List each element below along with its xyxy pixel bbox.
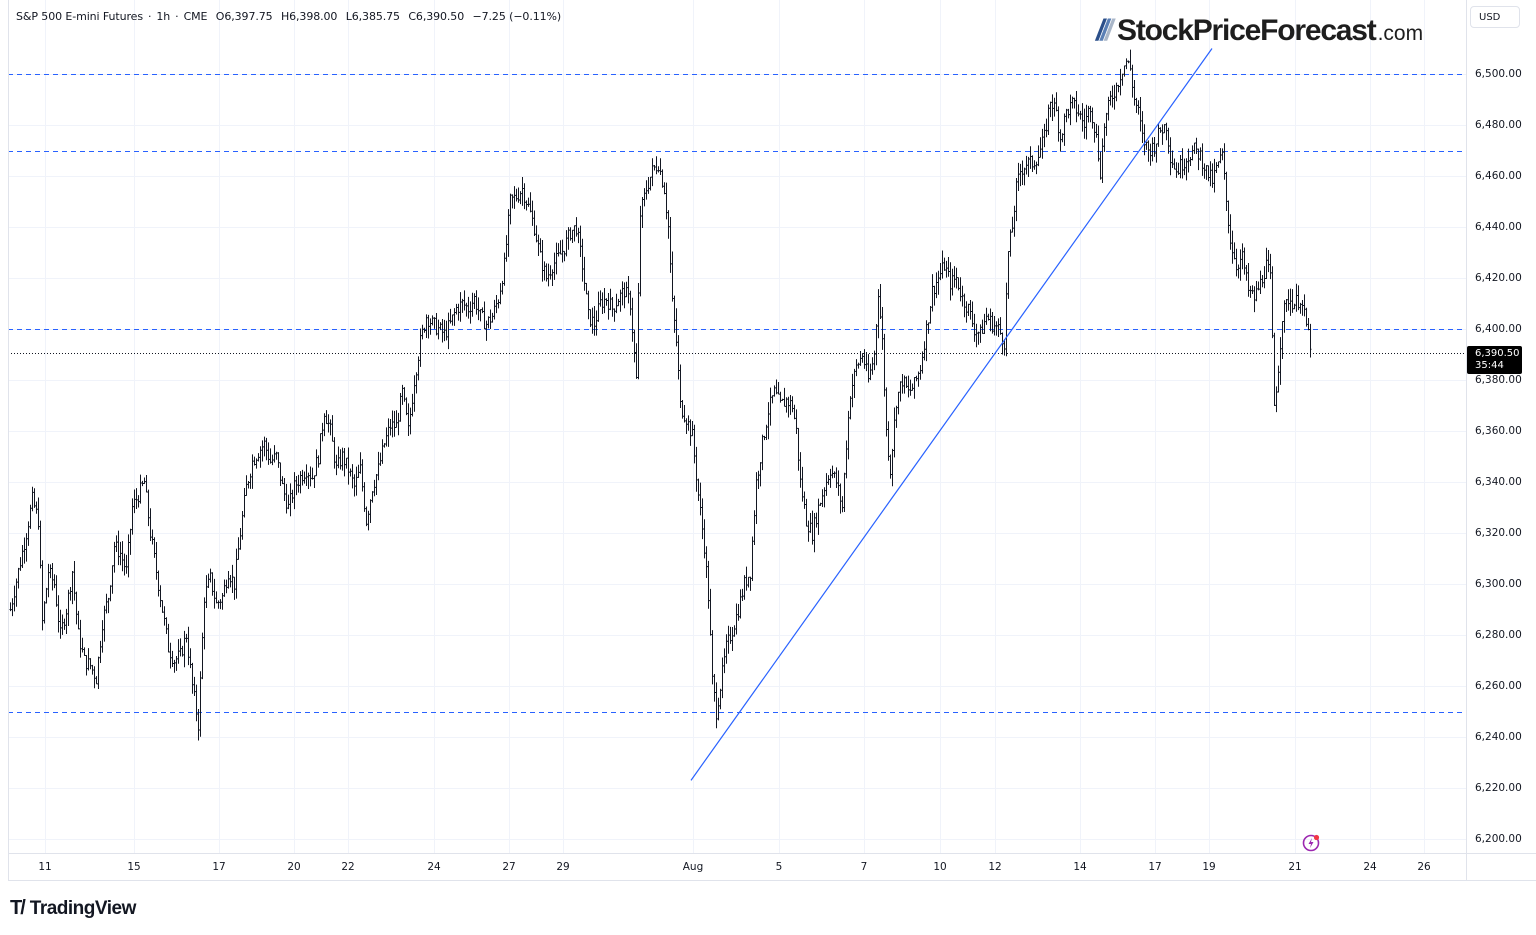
time-tick-label: 20	[287, 861, 301, 873]
price-tick-label: 6,260.00	[1475, 679, 1522, 692]
time-tick-label: 21	[1288, 861, 1302, 873]
tradingview-mark-icon: T/	[10, 897, 26, 919]
ohlc-bars	[9, 49, 1312, 741]
price-tick-label: 6,340.00	[1475, 475, 1522, 488]
time-tick-label: 7	[860, 861, 868, 873]
currency-button[interactable]: USD	[1470, 6, 1520, 28]
high-value: H6,398.00	[280, 10, 338, 23]
time-tick-label: 27	[502, 861, 516, 873]
exchange: CME	[183, 10, 208, 23]
watermark-tld: .com	[1377, 22, 1424, 45]
watermark-brand: StockPriceForecast	[1117, 14, 1377, 47]
price-tick-label: 6,220.00	[1475, 781, 1522, 794]
price-tick-label: 6,240.00	[1475, 730, 1522, 743]
change-value: −7.25 (−0.11%)	[472, 10, 562, 23]
time-tick-label: 24	[1363, 861, 1377, 873]
time-tick-label: 29	[556, 861, 570, 873]
price-tick-label: 6,480.00	[1475, 118, 1522, 131]
price-tick-label: 6,420.00	[1475, 271, 1522, 284]
grid-lines	[8, 0, 1466, 853]
slashes-logo-icon: ///	[1096, 14, 1113, 47]
time-tick-label: 17	[1148, 861, 1162, 873]
time-tick-label: 11	[38, 861, 52, 873]
time-tick-label: 26	[1417, 861, 1431, 873]
time-tick-label: Aug	[682, 861, 704, 873]
price-tick-label: 6,380.00	[1475, 373, 1522, 386]
price-tick-label: 6,440.00	[1475, 220, 1522, 233]
close-value: C6,390.50	[408, 10, 465, 23]
time-tick-label: 15	[127, 861, 141, 873]
stockpriceforecast-watermark: /// StockPriceForecast .com	[1096, 14, 1423, 48]
price-tick-label: 6,400.00	[1475, 322, 1522, 335]
alert-bolt-icon[interactable]	[1301, 833, 1321, 853]
sep: ·	[147, 10, 152, 23]
price-tick-label: 6,280.00	[1475, 628, 1522, 641]
tradingview-logo[interactable]: T/ TradingView	[10, 897, 136, 920]
time-tick-label: 19	[1202, 861, 1216, 873]
symbol-legend[interactable]: S&P 500 E-mini Futures · 1h · CME O6,397.75 …	[16, 10, 566, 23]
time-tick-label: 24	[427, 861, 441, 873]
bar-countdown: 35:44	[1475, 360, 1504, 371]
time-tick-label: 17	[212, 861, 226, 873]
open-value: O6,397.75	[215, 10, 273, 23]
price-tick-label: 6,360.00	[1475, 424, 1522, 437]
time-tick-label: 10	[933, 861, 947, 873]
trendline[interactable]	[690, 48, 1213, 781]
sep: ·	[175, 10, 179, 23]
tradingview-name: TradingView	[29, 897, 137, 919]
time-tick-label: 12	[988, 861, 1002, 873]
low-value: L6,385.75	[345, 10, 400, 23]
price-tick-label: 6,300.00	[1475, 577, 1522, 590]
time-tick-label: 5	[775, 861, 783, 873]
last-price-value: 6,390.50	[1475, 348, 1520, 359]
symbol-name: S&P 500 E-mini Futures	[16, 10, 143, 23]
interval: 1h	[156, 10, 171, 23]
price-tick-label: 6,200.00	[1475, 832, 1522, 845]
time-tick-label: 14	[1073, 861, 1087, 873]
time-tick-label: 22	[341, 861, 355, 873]
price-tick-label: 6,460.00	[1475, 169, 1522, 182]
price-tick-label: 6,500.00	[1475, 67, 1522, 80]
price-tick-label: 6,320.00	[1475, 526, 1522, 539]
last-price-badge: 6,390.50 35:44	[1467, 346, 1522, 374]
